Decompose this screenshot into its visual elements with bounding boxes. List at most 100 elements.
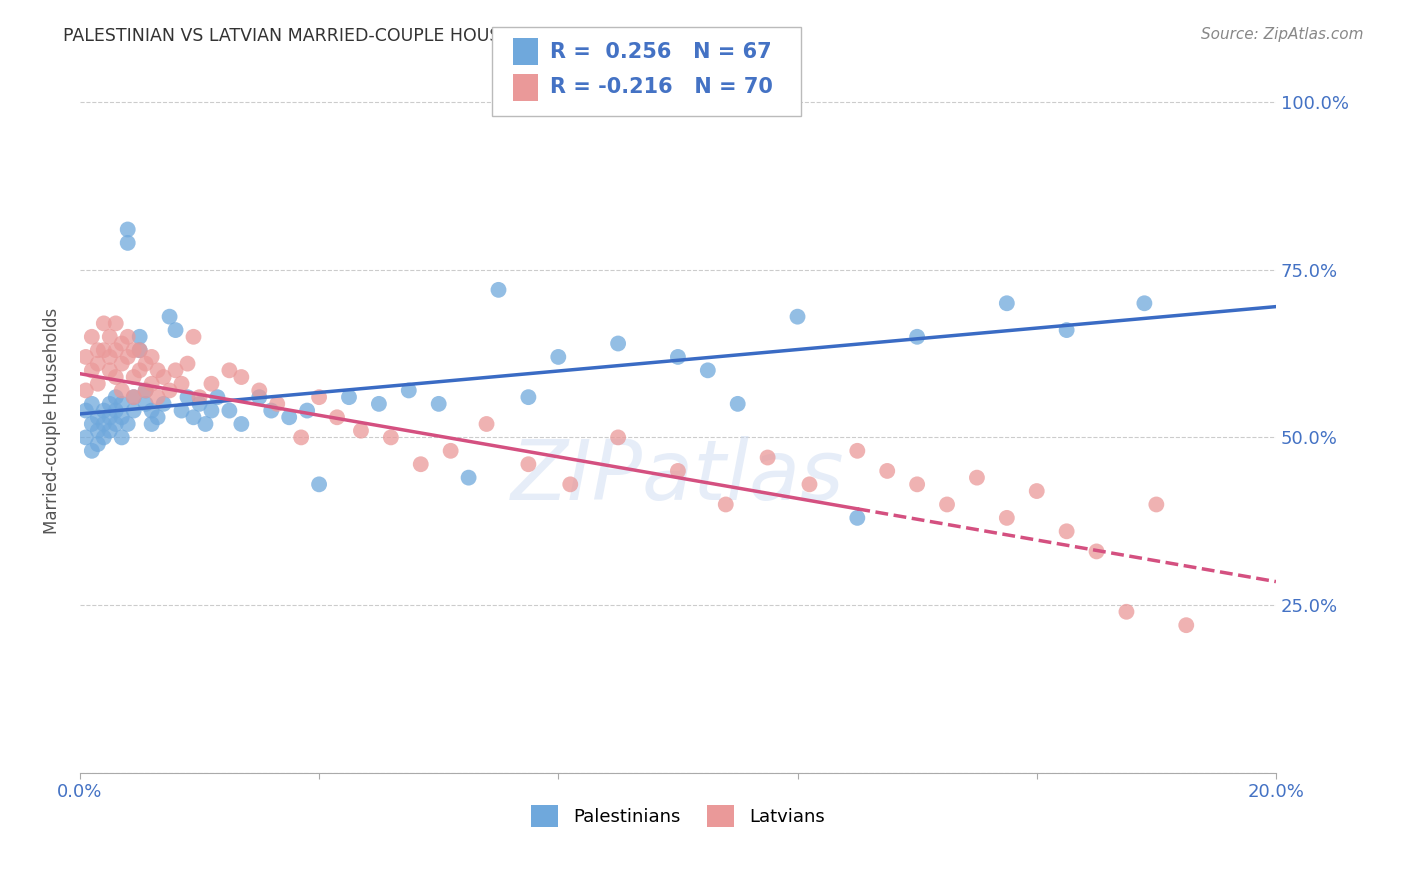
Point <box>231 417 253 431</box>
Point <box>200 376 222 391</box>
Point <box>152 397 174 411</box>
Point <box>1133 296 1156 310</box>
Point <box>80 417 103 431</box>
Text: Source: ZipAtlas.com: Source: ZipAtlas.com <box>1201 27 1364 42</box>
Point <box>122 370 145 384</box>
Point <box>93 317 115 331</box>
Point <box>141 417 163 431</box>
Point <box>475 417 498 431</box>
Point <box>905 330 928 344</box>
Point <box>1085 544 1108 558</box>
Point <box>104 417 127 431</box>
Point <box>128 363 150 377</box>
Point <box>260 403 283 417</box>
Point <box>122 403 145 417</box>
Point <box>159 310 181 324</box>
Point <box>696 363 718 377</box>
Point <box>607 336 630 351</box>
Point <box>799 477 821 491</box>
Point <box>75 430 97 444</box>
Point <box>93 343 115 358</box>
Point <box>104 390 127 404</box>
Point <box>104 403 127 417</box>
Point <box>1056 524 1078 539</box>
Point <box>117 222 139 236</box>
Point <box>1115 605 1137 619</box>
Point <box>995 511 1018 525</box>
Point <box>666 464 689 478</box>
Point <box>1025 484 1047 499</box>
Point <box>170 376 193 391</box>
Point <box>128 343 150 358</box>
Point <box>308 390 330 404</box>
Point <box>457 470 479 484</box>
Point <box>200 403 222 417</box>
Point <box>104 370 127 384</box>
Point <box>488 283 510 297</box>
Point <box>87 357 110 371</box>
Point <box>141 376 163 391</box>
Point <box>1175 618 1198 632</box>
Point <box>183 330 205 344</box>
Point <box>517 457 540 471</box>
Point <box>98 350 121 364</box>
Point <box>87 424 110 438</box>
Point <box>98 397 121 411</box>
Point <box>87 437 110 451</box>
Point <box>141 350 163 364</box>
Point <box>80 397 103 411</box>
Point <box>165 323 187 337</box>
Point <box>135 384 157 398</box>
Point <box>87 343 110 358</box>
Point <box>176 357 198 371</box>
Point <box>93 430 115 444</box>
Point <box>80 443 103 458</box>
Text: PALESTINIAN VS LATVIAN MARRIED-COUPLE HOUSEHOLDS CORRELATION CHART: PALESTINIAN VS LATVIAN MARRIED-COUPLE HO… <box>63 27 766 45</box>
Point <box>98 410 121 425</box>
Point <box>165 363 187 377</box>
Point <box>117 235 139 250</box>
Point <box>1056 323 1078 337</box>
Point <box>560 477 582 491</box>
Point <box>111 397 134 411</box>
Point <box>98 363 121 377</box>
Point <box>93 403 115 417</box>
Text: R =  0.256   N = 67: R = 0.256 N = 67 <box>550 42 772 62</box>
Point <box>727 397 749 411</box>
Point <box>517 390 540 404</box>
Point <box>278 410 301 425</box>
Point <box>170 403 193 417</box>
Point <box>966 470 988 484</box>
Point <box>122 390 145 404</box>
Point <box>295 403 318 417</box>
Point <box>247 384 270 398</box>
Point <box>905 477 928 491</box>
Point <box>218 403 240 417</box>
Point <box>547 350 569 364</box>
Point <box>117 417 139 431</box>
Point <box>398 384 420 398</box>
Point <box>194 417 217 431</box>
Point <box>122 390 145 404</box>
Point <box>75 403 97 417</box>
Point <box>146 390 169 404</box>
Legend: Palestinians, Latvians: Palestinians, Latvians <box>524 797 832 834</box>
Point <box>326 410 349 425</box>
Y-axis label: Married-couple Households: Married-couple Households <box>44 308 60 533</box>
Point <box>146 410 169 425</box>
Point <box>846 511 869 525</box>
Point <box>111 384 134 398</box>
Point <box>128 330 150 344</box>
Point <box>756 450 779 465</box>
Point <box>266 397 288 411</box>
Point <box>135 397 157 411</box>
Point <box>75 384 97 398</box>
Point <box>111 410 134 425</box>
Point <box>159 384 181 398</box>
Point <box>350 424 373 438</box>
Point <box>87 376 110 391</box>
Point <box>117 350 139 364</box>
Point <box>135 384 157 398</box>
Point <box>308 477 330 491</box>
Point <box>290 430 312 444</box>
